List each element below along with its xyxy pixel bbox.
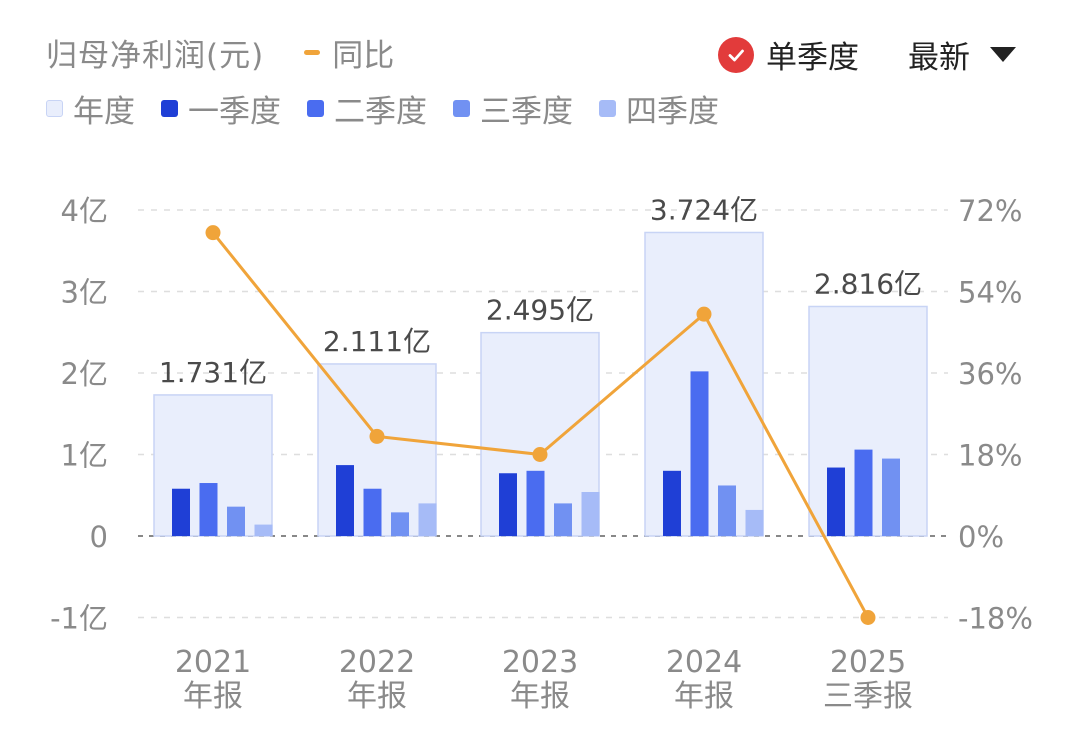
y-right-tick-label: -18% bbox=[958, 602, 1033, 636]
single-quarter-label: 单季度 bbox=[766, 40, 859, 76]
quarter-bar-2 bbox=[854, 449, 873, 536]
y-left-tick-label: 0 bbox=[90, 520, 108, 554]
quarter-bar-3 bbox=[882, 458, 900, 536]
yoy-point bbox=[369, 428, 385, 444]
q1-swatch-icon bbox=[161, 100, 178, 117]
y-right-tick-label: 36% bbox=[958, 357, 1022, 391]
legend-item-q4[interactable]: 四季度 bbox=[599, 86, 719, 131]
y-left-tick-label: 1亿 bbox=[61, 439, 108, 473]
y-left-tick-label: 2亿 bbox=[61, 357, 108, 391]
legend-label-yoy: 同比 bbox=[332, 38, 395, 74]
check-icon bbox=[718, 36, 754, 73]
legend-label-q2: 二季度 bbox=[334, 94, 427, 130]
legend-label-annual: 年度 bbox=[73, 94, 135, 130]
x-tick-label: 2022 bbox=[339, 645, 415, 680]
legend-item-yoy[interactable]: 同比 bbox=[304, 30, 394, 75]
x-tick-sublabel: 年报 bbox=[347, 679, 407, 714]
legend-label-q1: 一季度 bbox=[188, 94, 281, 130]
quarter-bar-4 bbox=[418, 503, 437, 536]
legend-header: 归母净利润(元) 同比 bbox=[46, 30, 394, 75]
yoy-point bbox=[205, 225, 221, 241]
series-legend: 年度 一季度 二季度 三季度 四季度 bbox=[46, 86, 745, 131]
quarter-bar-1 bbox=[663, 470, 681, 536]
quarter-bar-3 bbox=[227, 506, 245, 536]
yoy-point bbox=[860, 610, 876, 625]
annual-value-label: 3.724亿 bbox=[650, 193, 758, 226]
quarter-bar-2 bbox=[199, 483, 218, 536]
yoy-line-icon bbox=[304, 50, 321, 55]
y-right-tick-label: 72% bbox=[958, 194, 1022, 228]
y-left-tick-label: -1亿 bbox=[50, 602, 108, 636]
quarter-bar-1 bbox=[827, 467, 845, 536]
annual-value-label: 1.731亿 bbox=[159, 356, 267, 389]
legend-label-q3: 三季度 bbox=[480, 94, 573, 130]
legend-label-q4: 四季度 bbox=[626, 94, 719, 130]
annual-value-label: 2.495亿 bbox=[486, 294, 594, 327]
sort-dropdown[interactable]: 最新 bbox=[908, 32, 1016, 77]
x-tick-sublabel: 年报 bbox=[183, 679, 243, 714]
quarter-bar-4 bbox=[254, 524, 273, 536]
quarter-bar-1 bbox=[336, 465, 354, 536]
x-tick-label: 2023 bbox=[502, 645, 578, 680]
y-right-tick-label: 0% bbox=[958, 520, 1004, 554]
annual-swatch-icon bbox=[46, 100, 63, 117]
y-right-tick-label: 18% bbox=[958, 439, 1022, 473]
quarter-bar-1 bbox=[499, 473, 517, 536]
x-tick-label: 2024 bbox=[666, 645, 742, 680]
legend-item-q2[interactable]: 二季度 bbox=[307, 86, 427, 131]
quarter-bar-4 bbox=[581, 491, 600, 536]
quarter-bar-3 bbox=[391, 512, 409, 536]
legend-item-annual[interactable]: 年度 bbox=[46, 86, 135, 131]
dropdown-triangle-icon bbox=[990, 47, 1016, 62]
chart-title: 归母净利润(元) bbox=[46, 38, 265, 74]
legend-item-q1[interactable]: 一季度 bbox=[161, 86, 281, 131]
quarter-bar-2 bbox=[363, 488, 382, 536]
q4-swatch-icon bbox=[599, 100, 616, 117]
yoy-point bbox=[696, 306, 712, 322]
x-tick-sublabel: 三季报 bbox=[823, 679, 913, 714]
quarter-bar-2 bbox=[526, 470, 545, 536]
q2-swatch-icon bbox=[307, 100, 324, 117]
quarter-bar-1 bbox=[172, 488, 190, 536]
sort-label: 最新 bbox=[908, 40, 970, 76]
quarter-bar-2 bbox=[690, 371, 709, 536]
quarter-bar-4 bbox=[745, 509, 764, 536]
x-tick-sublabel: 年报 bbox=[674, 679, 734, 714]
y-right-tick-label: 54% bbox=[958, 276, 1022, 310]
y-left-tick-label: 4亿 bbox=[61, 194, 108, 228]
y-left-tick-label: 3亿 bbox=[61, 276, 108, 310]
x-tick-label: 2025 bbox=[830, 645, 906, 680]
annual-value-label: 2.111亿 bbox=[323, 325, 431, 358]
annual-value-label: 2.816亿 bbox=[814, 267, 922, 300]
x-tick-label: 2021 bbox=[175, 645, 251, 680]
legend-item-q3[interactable]: 三季度 bbox=[453, 86, 573, 131]
quarter-bar-3 bbox=[554, 503, 572, 536]
yoy-point bbox=[532, 447, 548, 462]
x-tick-sublabel: 年报 bbox=[510, 679, 570, 714]
q3-swatch-icon bbox=[453, 100, 470, 117]
quarter-bar-3 bbox=[718, 485, 736, 536]
single-quarter-toggle[interactable]: 单季度 bbox=[718, 32, 859, 77]
